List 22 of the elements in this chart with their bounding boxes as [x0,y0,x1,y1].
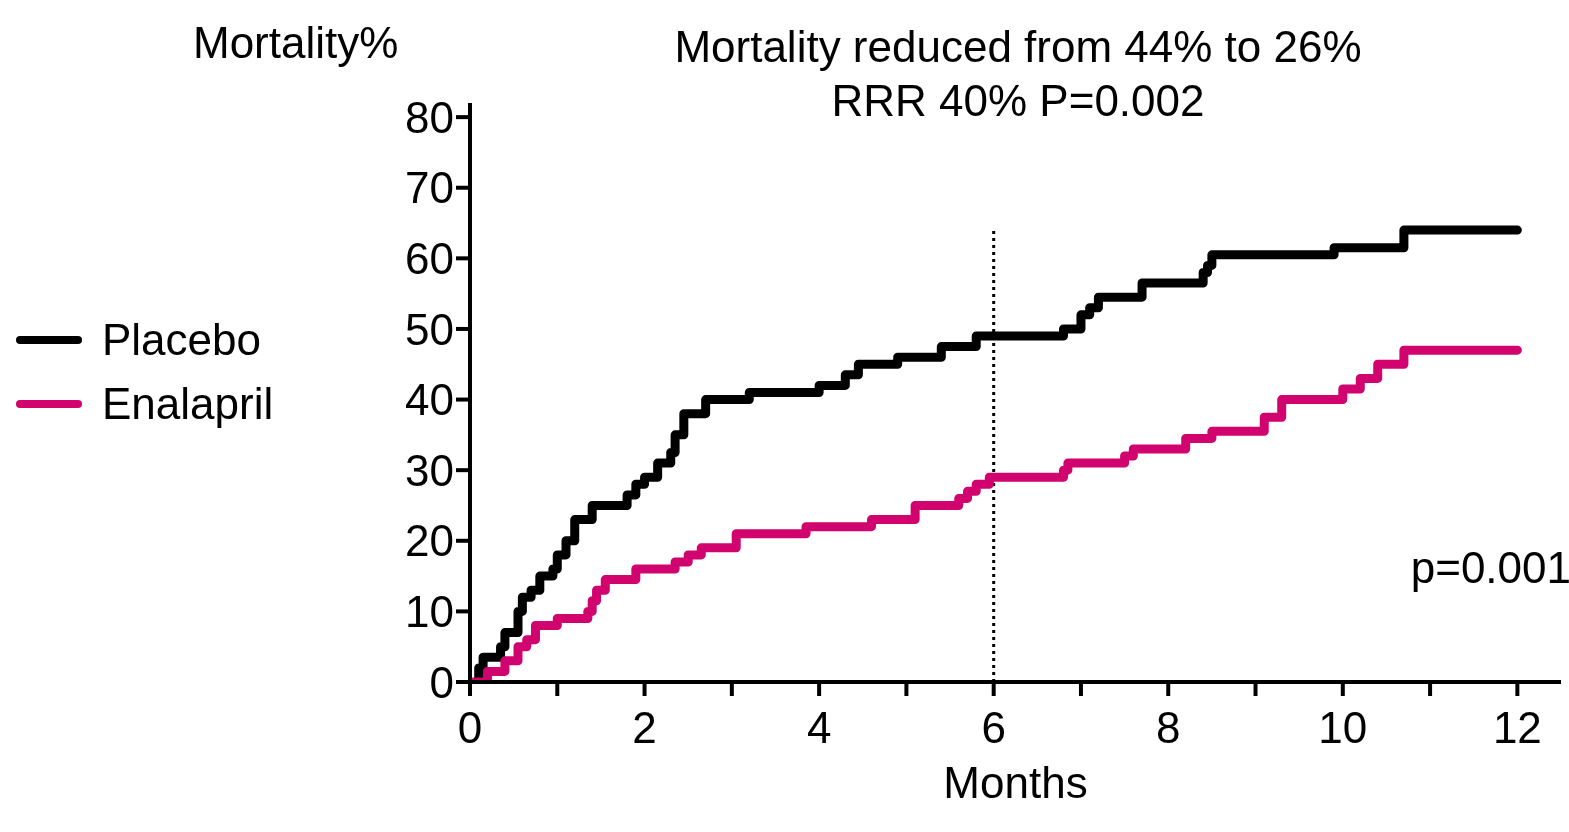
annotation: p=0.001 [1410,543,1569,593]
legend-label: Placebo [102,315,262,365]
y-axis-title: Mortality% [193,18,399,68]
y-tick-label: 0 [429,657,454,707]
x-tick-label: 10 [1318,703,1368,753]
x-tick-label: 4 [806,703,832,753]
y-tick-label: 70 [405,163,454,213]
chart-title: Mortality reduced from 44% to 26% [673,21,1363,73]
chart-subtitle: RRR 40% P=0.002 [830,75,1206,127]
x-tick-label: 12 [1492,703,1542,753]
y-tick-label: 50 [405,304,454,354]
y-tick-label: 40 [405,375,454,425]
legend-label: Enalapril [102,379,274,429]
x-axis-title: Months [943,758,1088,807]
x-tick-label: 2 [632,703,657,753]
x-tick-label: 8 [1156,703,1181,753]
y-tick-label: 80 [405,92,454,142]
y-tick-label: 10 [405,587,454,637]
y-tick-label: 60 [405,233,454,283]
y-tick-label: 20 [405,516,454,566]
y-tick-label: 30 [405,445,454,495]
x-tick-label: 6 [981,703,1006,753]
